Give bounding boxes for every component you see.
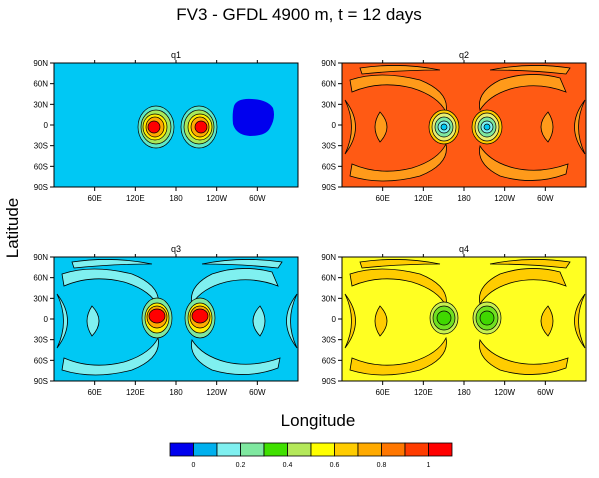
y-tick-label: 90S [34, 183, 48, 192]
bell-left [430, 302, 458, 334]
colorbar-label: 0 [192, 462, 196, 469]
x-tick-label: 120W [494, 194, 515, 203]
colorbar-label: 0.4 [283, 462, 293, 469]
x-tick-label: 60W [249, 194, 266, 203]
x-tick-label: 60W [537, 388, 554, 397]
x-tick-label: 60E [88, 194, 102, 203]
panel-q1: q1 90N 60N 30N 0 30S 60S 90S 60E 120E 180 120W 60W [33, 50, 298, 203]
y-tick-label: 90N [321, 253, 336, 262]
y-tick-label: 90N [33, 59, 48, 68]
colorbar-swatch [288, 443, 312, 456]
colorbar-swatch [358, 443, 382, 456]
y-tick-label: 60S [34, 162, 48, 171]
y-tick-label: 60N [321, 274, 336, 283]
panel-title: q2 [459, 50, 469, 60]
x-tick-label: 120W [206, 194, 227, 203]
colorbar-swatch [335, 443, 359, 456]
x-tick-label: 120W [206, 388, 227, 397]
colorbar-swatch [382, 443, 406, 456]
colorbar-swatch [241, 443, 265, 456]
y-tick-label: 30S [34, 336, 48, 345]
y-tick-label: 60S [34, 356, 48, 365]
y-axis-label: Latitude [3, 198, 22, 259]
x-tick-label: 120E [414, 388, 433, 397]
colorbar-swatch [217, 443, 241, 456]
colorbar-swatch [194, 443, 218, 456]
colorbar-swatch [429, 443, 453, 456]
y-tick-label: 60S [322, 162, 336, 171]
x-tick-label: 120E [414, 194, 433, 203]
y-tick-label: 60N [33, 80, 48, 89]
y-tick-label: 30N [321, 100, 336, 109]
y-tick-label: 90S [34, 377, 48, 386]
y-tick-label: 60N [321, 80, 336, 89]
colorbar-swatch [311, 443, 335, 456]
y-tick-label: 0 [332, 121, 337, 130]
bell-right [185, 298, 215, 338]
y-tick-label: 30N [321, 294, 336, 303]
colorbar-label: 1 [427, 462, 431, 469]
colorbar-swatch [264, 443, 288, 456]
panel-title: q3 [171, 244, 181, 254]
x-tick-label: 180 [457, 194, 471, 203]
y-tick-label: 60N [33, 274, 48, 283]
y-tick-label: 60S [322, 356, 336, 365]
colorbar-swatch [170, 443, 194, 456]
y-tick-label: 30N [33, 294, 48, 303]
panel-title: q4 [459, 244, 469, 254]
x-tick-label: 180 [169, 194, 183, 203]
figure-title: FV3 - GFDL 4900 m, t = 12 days [176, 5, 422, 24]
x-tick-label: 60E [376, 194, 390, 203]
x-tick-label: 60E [376, 388, 390, 397]
x-tick-label: 120E [126, 388, 145, 397]
slotted-cylinder [233, 99, 274, 136]
panel-q2: q2 90N 60N 30N 0 30S 60S 90S 60E 120E 180 120W 60W [321, 50, 586, 203]
y-tick-label: 30N [33, 100, 48, 109]
colorbar-label: 0.2 [236, 462, 246, 469]
y-tick-label: 30S [34, 142, 48, 151]
x-tick-label: 120W [494, 388, 515, 397]
x-tick-label: 60W [249, 388, 266, 397]
colorbar-label: 0.8 [377, 462, 387, 469]
y-tick-label: 30S [322, 336, 336, 345]
colorbar-swatch [405, 443, 429, 456]
y-tick-label: 30S [322, 142, 336, 151]
x-tick-label: 60E [88, 388, 102, 397]
y-tick-label: 90N [33, 253, 48, 262]
x-tick-label: 60W [537, 194, 554, 203]
bell-right [472, 110, 502, 144]
x-tick-label: 180 [457, 388, 471, 397]
y-tick-label: 90S [322, 377, 336, 386]
panel-q3: q3 90N 60N 30N 0 30S 60S 90S 60E 120E 180 120W 60W [33, 244, 298, 397]
colorbar: 0 0.2 0.4 0.6 0.8 1 [170, 443, 452, 469]
x-tick-label: 120E [126, 194, 145, 203]
bell-left [138, 106, 174, 148]
panel-q4: q4 90N 60N 30N 0 30S 60S 90S 60E 120E 180 120W 60W [321, 244, 586, 397]
panel-title: q1 [171, 50, 181, 60]
y-tick-label: 0 [44, 121, 49, 130]
y-tick-label: 90N [321, 59, 336, 68]
y-tick-label: 90S [322, 183, 336, 192]
bell-left [429, 110, 459, 144]
y-tick-label: 0 [44, 315, 49, 324]
bell-right [181, 106, 217, 148]
bell-right [473, 302, 501, 334]
colorbar-label: 0.6 [330, 462, 340, 469]
bell-left [142, 298, 172, 338]
x-tick-label: 180 [169, 388, 183, 397]
x-axis-label: Longitude [281, 411, 356, 430]
y-tick-label: 0 [332, 315, 337, 324]
